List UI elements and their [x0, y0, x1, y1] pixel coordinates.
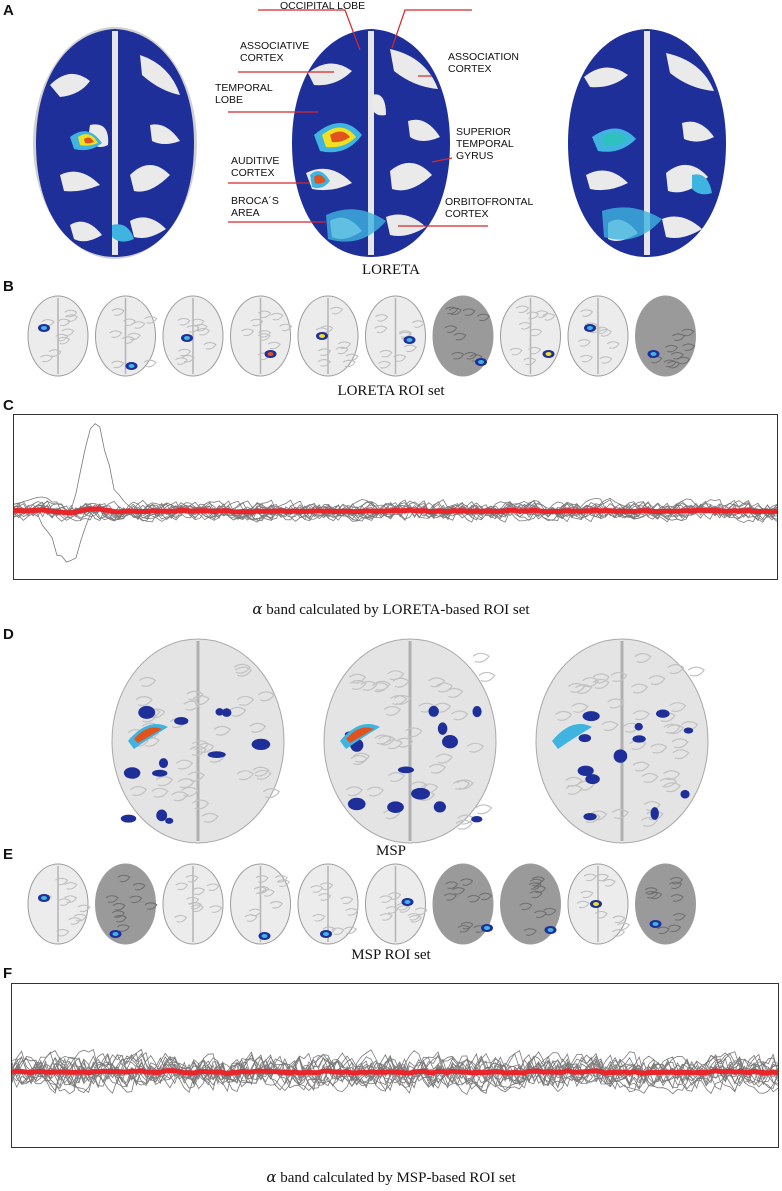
- panel-letter-b: B: [3, 278, 14, 295]
- label-association-cortex: ASSOCIATION CORTEX: [448, 51, 519, 75]
- caption-msp-roi-set: MSP ROI set: [351, 947, 431, 963]
- panel-letter-c: C: [3, 397, 14, 414]
- loreta-roi-brain-4: [230, 295, 293, 377]
- loreta-brain-left: [33, 27, 197, 259]
- loreta-brain-right: [568, 29, 726, 257]
- msp-roi-brain-6: [365, 863, 428, 945]
- loreta-roi-brain-10: [635, 295, 696, 377]
- msp-roi-brain-4: [230, 863, 291, 945]
- msp-brain-row: [111, 638, 709, 844]
- panel-letter-d: D: [3, 626, 14, 643]
- msp-roi-brain-8: [500, 863, 561, 945]
- label-occipital-lobe: OCCIPITAL LOBE: [280, 0, 366, 12]
- msp-roi-brain-1: [27, 863, 91, 945]
- panel-letter-f: F: [3, 965, 13, 982]
- caption-text: band calculated by MSP-based ROI set: [280, 1170, 516, 1186]
- msp-roi-brain-5: [297, 863, 359, 945]
- panel-letter-a: A: [3, 2, 14, 19]
- loreta-roi-brain-row: [27, 295, 696, 377]
- loreta-roi-brain-3: [162, 295, 224, 377]
- msp-roi-brain-10: [635, 863, 696, 945]
- msp-roi-brain-9: [567, 863, 631, 945]
- label-superior-temporal-gyrus: SUPERIOR TEMPORAL GYRUS: [456, 126, 514, 162]
- msp-roi-brain-row: [27, 863, 696, 945]
- label-auditive-cortex: AUDITIVE CORTEX: [231, 155, 280, 179]
- caption-msp-alpha-band: α band calculated by MSP-based ROI set: [191, 1168, 591, 1187]
- msp-brain-3: [535, 638, 709, 844]
- loreta-roi-brain-7: [432, 295, 494, 377]
- label-associative-cortex: ASSOCIATIVE CORTEX: [240, 40, 310, 64]
- alpha-symbol: α: [266, 1168, 277, 1186]
- msp-brain-2: [323, 638, 497, 844]
- loreta-roi-brain-2: [95, 295, 158, 377]
- msp-roi-brain-3: [162, 863, 224, 945]
- msp-alpha-band-plot: [11, 1048, 779, 1095]
- msp-roi-brain-2: [95, 863, 158, 945]
- loreta-alpha-plot-frame: [13, 414, 778, 580]
- gray-trace: [11, 1053, 779, 1094]
- caption-loreta: LORETA: [362, 262, 420, 278]
- msp-roi-brain-7: [432, 863, 494, 945]
- mean-trace: [11, 1068, 779, 1077]
- msp-brain-1: [111, 638, 285, 844]
- label-orbitofrontal-cortex: ORBITOFRONTAL CORTEX: [445, 196, 534, 220]
- caption-loreta-roi-set: LORETA ROI set: [337, 383, 445, 399]
- loreta-roi-brain-1: [27, 295, 89, 377]
- alpha-symbol: α: [252, 600, 263, 618]
- loreta-brain-center: [292, 29, 450, 257]
- caption-msp: MSP: [375, 843, 407, 859]
- loreta-alpha-band-plot: [13, 423, 778, 563]
- label-temporal-lobe: TEMPORAL LOBE: [215, 82, 273, 106]
- annotation-lines: [228, 9, 488, 227]
- caption-loreta-alpha-band: α band calculated by LORETA-based ROI se…: [191, 600, 591, 619]
- loreta-roi-brain-9: [567, 295, 629, 377]
- loreta-roi-brain-6: [365, 295, 426, 377]
- loreta-roi-brain-8: [500, 295, 561, 377]
- label-brocas-area: BROCA´S AREA: [231, 195, 279, 219]
- loreta-roi-brain-5: [297, 295, 359, 377]
- mean-trace: [13, 506, 778, 516]
- gray-trace-group: [13, 423, 778, 563]
- panel-letter-e: E: [3, 846, 14, 863]
- caption-text: band calculated by LORETA-based ROI set: [266, 602, 530, 618]
- gray-trace: [13, 497, 778, 563]
